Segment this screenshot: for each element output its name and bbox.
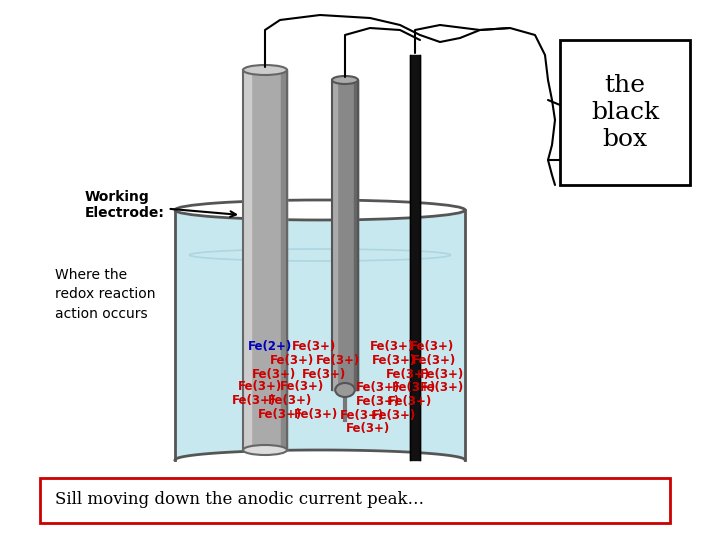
- Text: Fe(3+): Fe(3+): [346, 422, 390, 435]
- Text: Fe(3+): Fe(3+): [340, 409, 384, 422]
- Bar: [560, 40, 690, 185]
- Text: Fe(3+): Fe(3+): [270, 354, 314, 367]
- Text: Fe(3+): Fe(3+): [386, 368, 431, 381]
- Text: Fe(3+): Fe(3+): [280, 380, 324, 393]
- Text: Fe(3+): Fe(3+): [232, 394, 276, 407]
- Ellipse shape: [243, 65, 287, 75]
- Text: Fe(3+): Fe(3+): [392, 381, 436, 394]
- Text: Fe(3+): Fe(3+): [410, 340, 454, 353]
- Text: Fe(3+): Fe(3+): [420, 368, 464, 381]
- Text: Fe(3+): Fe(3+): [302, 368, 346, 381]
- Text: Fe(3+): Fe(3+): [316, 354, 360, 367]
- Text: Fe(3+): Fe(3+): [356, 395, 400, 408]
- Text: Fe(2+): Fe(2+): [248, 340, 292, 353]
- Text: Fe(3+): Fe(3+): [238, 380, 282, 393]
- Text: Fe(3+): Fe(3+): [292, 340, 336, 353]
- Text: Fe(3+): Fe(3+): [252, 368, 296, 381]
- Text: Fe(3+): Fe(3+): [268, 394, 312, 407]
- Text: Where the
redox reaction
action occurs: Where the redox reaction action occurs: [55, 268, 156, 321]
- Text: Fe(3+): Fe(3+): [258, 408, 302, 421]
- Ellipse shape: [332, 76, 358, 84]
- Text: Fe(3+): Fe(3+): [412, 354, 456, 367]
- Text: Fe(3+): Fe(3+): [372, 409, 416, 422]
- Text: Sill moving down the anodic current peak…: Sill moving down the anodic current peak…: [55, 491, 424, 509]
- Text: Fe(3+): Fe(3+): [420, 381, 464, 394]
- Polygon shape: [175, 210, 465, 460]
- Ellipse shape: [175, 200, 465, 220]
- Text: the
black
box: the black box: [591, 75, 659, 151]
- Ellipse shape: [336, 383, 355, 397]
- Ellipse shape: [243, 445, 287, 455]
- Text: Fe(3+): Fe(3+): [370, 340, 414, 353]
- Text: Fe(3+): Fe(3+): [294, 408, 338, 421]
- Text: Fe(3+): Fe(3+): [372, 354, 416, 367]
- Text: Fe(3+): Fe(3+): [388, 395, 432, 408]
- Bar: [40, 478, 670, 523]
- Text: Fe(3+): Fe(3+): [356, 381, 400, 394]
- Text: Working
Electrode:: Working Electrode:: [85, 190, 236, 220]
